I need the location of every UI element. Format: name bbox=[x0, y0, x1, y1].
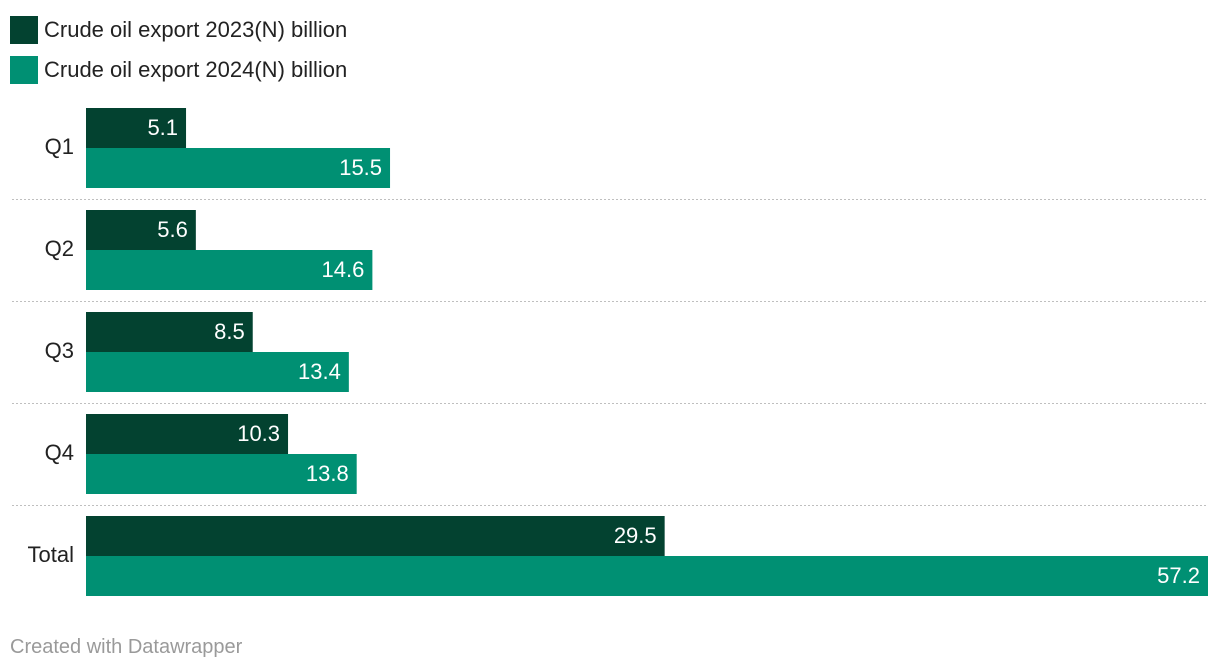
bar-q2-2024 bbox=[86, 250, 373, 290]
legend-swatch-2024 bbox=[10, 56, 38, 84]
value-label-q2-2023: 5.6 bbox=[157, 217, 188, 242]
value-label-q3-2023: 8.5 bbox=[214, 319, 245, 344]
category-label-q1: Q1 bbox=[45, 134, 74, 159]
category-label-q3: Q3 bbox=[45, 338, 74, 363]
category-label-q4: Q4 bbox=[45, 440, 74, 465]
bar-total-2023 bbox=[86, 516, 665, 556]
bar-q1-2023 bbox=[86, 108, 187, 148]
value-label-q3-2024: 13.4 bbox=[298, 359, 341, 384]
bar-q3-2024 bbox=[86, 352, 349, 392]
bar-q4-2024 bbox=[86, 454, 357, 494]
bar-total-2024 bbox=[86, 556, 1208, 596]
category-label-total: Total bbox=[28, 542, 74, 567]
legend-swatch-2023 bbox=[10, 16, 38, 44]
bar-q3-2023 bbox=[86, 312, 253, 352]
value-label-q2-2024: 14.6 bbox=[322, 257, 365, 282]
value-label-total-2024: 57.2 bbox=[1157, 563, 1200, 588]
bar-chart: Q1 5.1 15.5 Q2 5.6 14.6 Q3 8.5 13.4 Q4 10.3 13.8 Tot… bbox=[12, 108, 1208, 596]
bar-q4-2023 bbox=[86, 414, 289, 454]
value-label-q4-2024: 13.8 bbox=[306, 461, 349, 486]
value-label-total-2023: 29.5 bbox=[614, 523, 657, 548]
legend-label-2023: Crude oil export 2023(N) billion bbox=[44, 17, 348, 42]
legend: Crude oil export 2023(N) billion Crude o… bbox=[10, 10, 347, 90]
category-label-q2: Q2 bbox=[45, 236, 74, 261]
value-label-q1-2024: 15.5 bbox=[339, 155, 382, 180]
value-label-q1-2023: 5.1 bbox=[147, 115, 178, 140]
bar-q2-2023 bbox=[86, 210, 196, 250]
legend-item-2023: Crude oil export 2023(N) billion bbox=[10, 10, 347, 50]
legend-item-2024: Crude oil export 2024(N) billion bbox=[10, 50, 347, 90]
bar-q1-2024 bbox=[86, 148, 391, 188]
footer-credit: Created with Datawrapper bbox=[10, 636, 243, 658]
legend-label-2024: Crude oil export 2024(N) billion bbox=[44, 57, 348, 82]
value-label-q4-2023: 10.3 bbox=[237, 421, 280, 446]
